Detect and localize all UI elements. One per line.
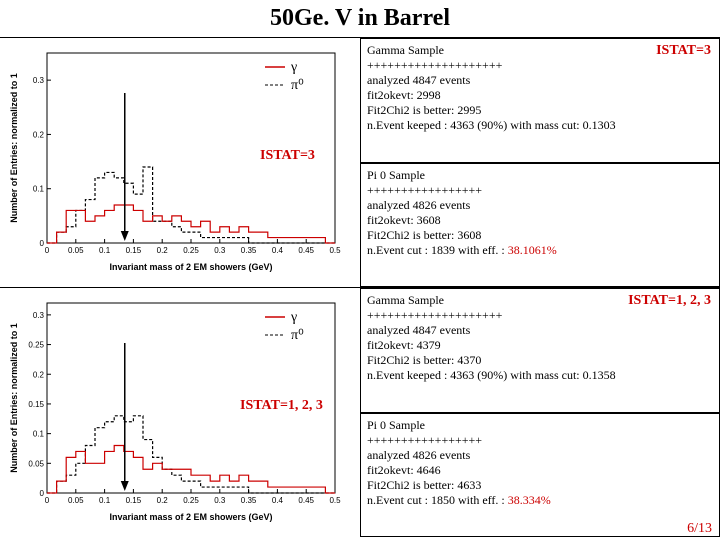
svg-text:0.25: 0.25: [28, 341, 44, 350]
svg-text:0.45: 0.45: [298, 246, 314, 255]
svg-text:0.3: 0.3: [33, 76, 45, 85]
text-line: ++++++++++++++++++++: [367, 308, 713, 323]
content-area: 0 0.1 0.2 0.3 0 0.05 0.1 0.15 0.2 0.25 0.3 0.35 0.4 0…: [0, 37, 720, 537]
svg-text:0.4: 0.4: [272, 246, 284, 255]
svg-text:0.35: 0.35: [241, 246, 257, 255]
svg-text:0.1: 0.1: [33, 430, 45, 439]
chart-istat-bottom: ISTAT=1, 2, 3: [240, 398, 323, 414]
gamma-block-bottom: ISTAT=1, 2, 3 Gamma Sample++++++++++++++…: [360, 288, 720, 413]
chart-panel-top: 00.10.20.300.050.10.150.20.250.30.350.40…: [0, 38, 360, 287]
text-line: n.Event keeped : 4363 (90%) with mass cu…: [367, 118, 713, 133]
page-title: 50Ge. V in Barrel: [0, 0, 720, 37]
chart-istat-top: ISTAT=3: [260, 148, 315, 164]
text-panel-top: ISTAT=3 Gamma Sample++++++++++++++++++++…: [360, 38, 720, 287]
svg-text:0.05: 0.05: [68, 246, 84, 255]
svg-text:0.2: 0.2: [157, 496, 169, 505]
svg-text:0.3: 0.3: [33, 311, 45, 320]
svg-text:0.5: 0.5: [329, 496, 341, 505]
gamma-block-top: ISTAT=3 Gamma Sample++++++++++++++++++++…: [360, 38, 720, 163]
istat-label-top: ISTAT=3: [656, 42, 711, 60]
svg-text:Invariant mass of 2 EM showers: Invariant mass of 2 EM showers (GeV): [109, 512, 272, 522]
text-line: fit2okevt: 2998: [367, 88, 713, 103]
svg-text:Invariant mass of 2 EM showers: Invariant mass of 2 EM showers (GeV): [109, 262, 272, 272]
page-number: 6/13: [687, 521, 712, 537]
text-line: analyzed 4826 events: [367, 448, 713, 463]
svg-text:0.15: 0.15: [126, 496, 142, 505]
text-line: Fit2Chi2 is better: 3608: [367, 228, 713, 243]
text-line: fit2okevt: 4379: [367, 338, 713, 353]
text-line: fit2okevt: 3608: [367, 213, 713, 228]
svg-text:0.3: 0.3: [214, 246, 226, 255]
istat-label-bottom: ISTAT=1, 2, 3: [628, 292, 711, 310]
pi0-block-bottom: Pi 0 Sample+++++++++++++++++analyzed 482…: [360, 413, 720, 538]
svg-text:0.3: 0.3: [214, 496, 226, 505]
text-line-eff: n.Event cut : 1850 with eff. : 38.334%: [367, 493, 713, 508]
svg-text:Number of Entries: normalized: Number of Entries: normalized to 1: [9, 73, 19, 223]
svg-text:0.1: 0.1: [99, 246, 111, 255]
text-line: Pi 0 Sample: [367, 168, 713, 183]
text-line: analyzed 4847 events: [367, 323, 713, 338]
svg-text:0.15: 0.15: [28, 400, 44, 409]
svg-text:π⁰: π⁰: [291, 328, 304, 343]
text-line: analyzed 4847 events: [367, 73, 713, 88]
svg-text:0.05: 0.05: [28, 459, 44, 468]
text-line: analyzed 4826 events: [367, 198, 713, 213]
text-line: ++++++++++++++++++++: [367, 58, 713, 73]
text-line-eff: n.Event cut : 1839 with eff. : 38.1061%: [367, 243, 713, 258]
text-line: n.Event keeped : 4363 (90%) with mass cu…: [367, 368, 713, 383]
svg-text:0.45: 0.45: [298, 496, 314, 505]
text-line: Fit2Chi2 is better: 4633: [367, 478, 713, 493]
svg-text:0.2: 0.2: [157, 246, 169, 255]
svg-text:0.4: 0.4: [272, 496, 284, 505]
row-top: 00.10.20.300.050.10.150.20.250.30.350.40…: [0, 37, 720, 287]
svg-text:0.35: 0.35: [241, 496, 257, 505]
svg-text:γ: γ: [290, 60, 297, 75]
svg-text:π⁰: π⁰: [291, 78, 304, 93]
pi0-block-top: Pi 0 Sample+++++++++++++++++analyzed 482…: [360, 163, 720, 288]
text-line: Fit2Chi2 is better: 4370: [367, 353, 713, 368]
text-line: Fit2Chi2 is better: 2995: [367, 103, 713, 118]
svg-text:0.25: 0.25: [183, 496, 199, 505]
svg-text:0.5: 0.5: [329, 246, 341, 255]
text-line: +++++++++++++++++: [367, 433, 713, 448]
svg-text:γ: γ: [290, 310, 297, 325]
row-bottom: 00.050.10.150.20.250.300.050.10.150.20.2…: [0, 287, 720, 537]
svg-text:0: 0: [45, 246, 50, 255]
svg-text:0.1: 0.1: [33, 185, 45, 194]
text-line: fit2okevt: 4646: [367, 463, 713, 478]
svg-text:0.2: 0.2: [33, 130, 45, 139]
svg-text:0.2: 0.2: [33, 370, 45, 379]
svg-text:Number of Entries: normalized: Number of Entries: normalized to 1: [9, 323, 19, 473]
svg-text:0.05: 0.05: [68, 496, 84, 505]
text-line: Pi 0 Sample: [367, 418, 713, 433]
chart-panel-bottom: 00.050.10.150.20.250.300.050.10.150.20.2…: [0, 288, 360, 537]
text-panel-bottom: ISTAT=1, 2, 3 Gamma Sample++++++++++++++…: [360, 288, 720, 537]
svg-text:0.25: 0.25: [183, 246, 199, 255]
svg-text:0.1: 0.1: [99, 496, 111, 505]
text-line: +++++++++++++++++: [367, 183, 713, 198]
svg-text:0: 0: [45, 496, 50, 505]
svg-text:0.15: 0.15: [126, 246, 142, 255]
